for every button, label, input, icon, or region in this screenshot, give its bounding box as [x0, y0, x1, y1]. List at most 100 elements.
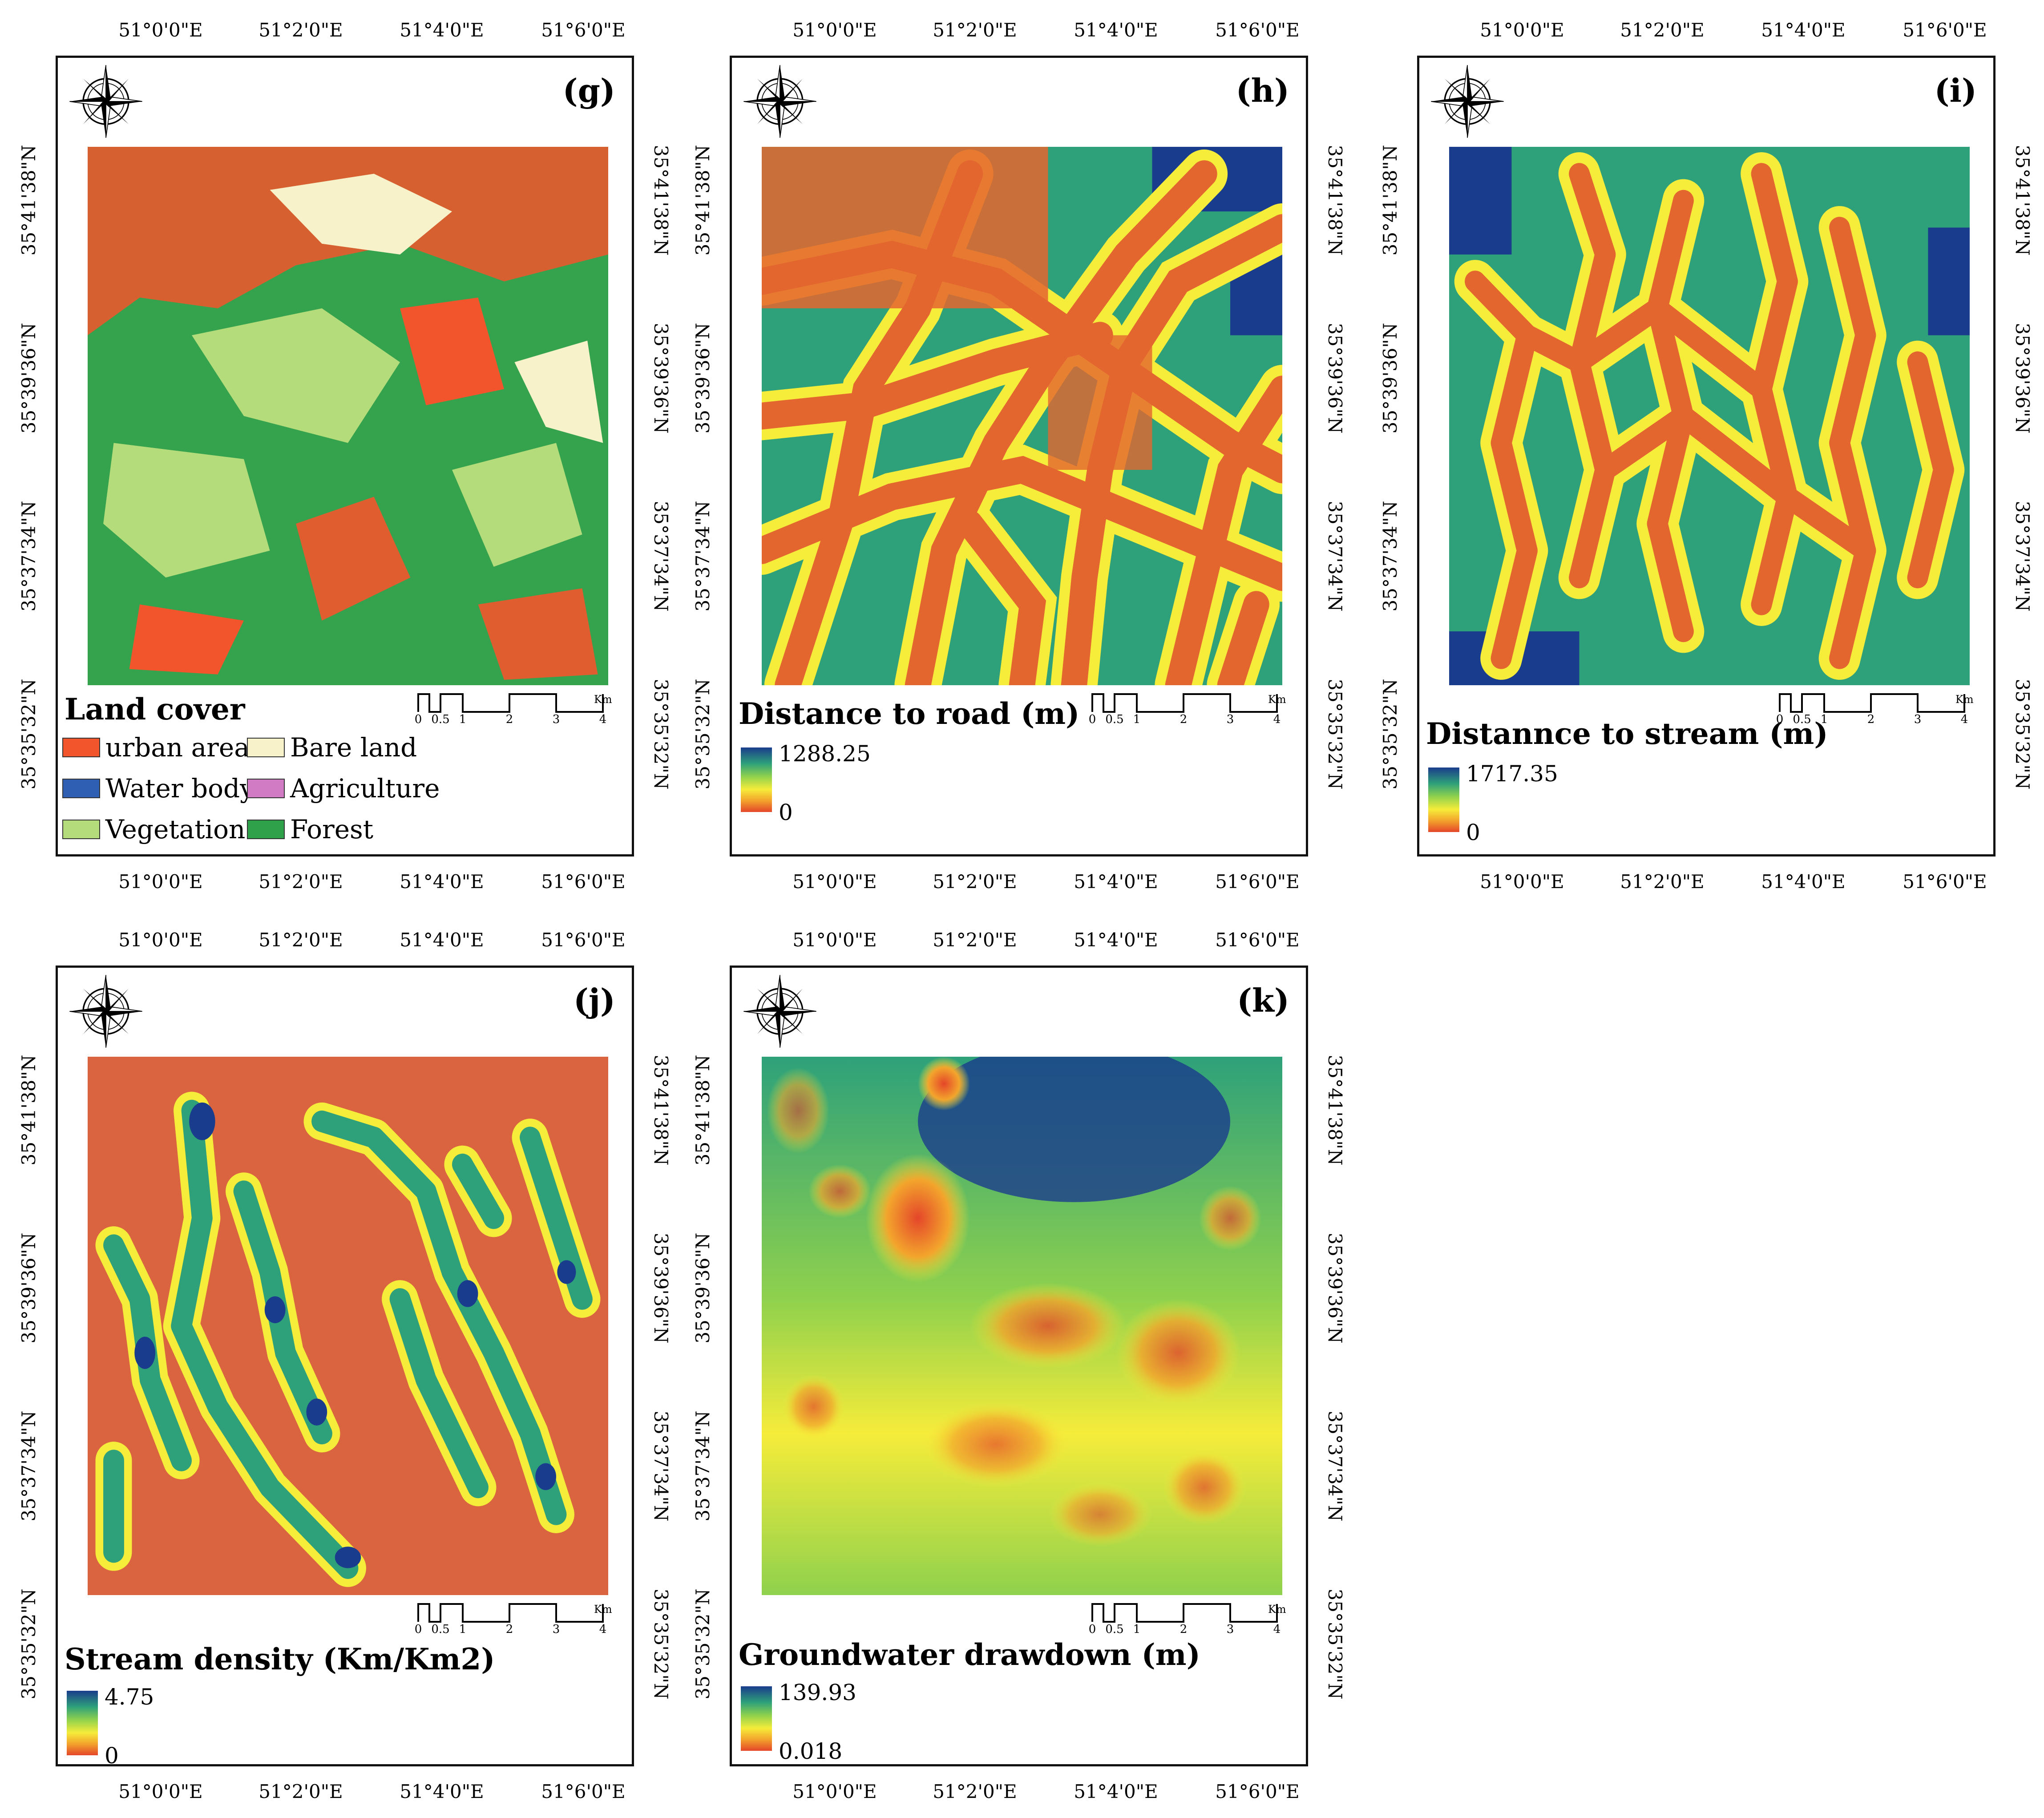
scale-tick: 3: [552, 713, 560, 726]
scale-tick: 4: [1273, 1623, 1281, 1636]
lat-label: 35°41'38"N: [692, 145, 714, 256]
ramp-max-label: 1288.25: [779, 741, 871, 767]
color-ramp: [741, 1686, 772, 1751]
lon-label: 51°4'0"E: [400, 929, 484, 951]
ramp-min-label: 0.018: [779, 1738, 843, 1764]
lat-label: 35°35'32"N: [1324, 1588, 1346, 1700]
legend-label: Agriculture: [290, 773, 440, 804]
lat-label: 35°39'36"N: [1324, 323, 1346, 434]
lat-label: 35°35'32"N: [18, 1588, 40, 1700]
lon-label: 51°0'0"E: [792, 929, 877, 951]
scale-tick: 0.5: [1793, 713, 1811, 726]
scale-tick: 2: [1180, 713, 1188, 726]
lat-label: 35°41'38"N: [650, 1054, 672, 1166]
panel-letter: (k): [1236, 982, 1289, 1019]
scale-tick: 2: [505, 1623, 513, 1636]
panel-letter: (g): [562, 72, 615, 109]
lon-label: 51°4'0"E: [1074, 19, 1158, 41]
scale-tick: 0: [1776, 713, 1784, 726]
lat-label: 35°39'36"N: [18, 1232, 40, 1344]
legend-label: urban areas: [105, 732, 263, 763]
legend-title: Land cover: [65, 692, 245, 727]
lon-label: 51°2'0"E: [259, 19, 343, 41]
stream-density-map: [88, 1057, 608, 1595]
compass-rose-icon: [743, 65, 816, 138]
lon-label: 51°6'0"E: [1215, 1781, 1300, 1802]
scale-tick: 0: [414, 1623, 422, 1636]
scale-unit: Km: [594, 693, 612, 706]
lat-label: 35°35'32"N: [650, 679, 672, 790]
scale-tick: 1: [1820, 713, 1828, 726]
scale-tick: 0.5: [431, 1623, 450, 1636]
lon-label: 51°2'0"E: [933, 871, 1017, 893]
land-cover-map: [88, 147, 608, 685]
lon-label: 51°2'0"E: [933, 1781, 1017, 1802]
map-frame: [1417, 56, 1996, 856]
scale-unit: Km: [594, 1603, 612, 1616]
lat-label: 35°35'32"N: [692, 1588, 714, 1700]
legend-item-agriculture: Agriculture: [247, 773, 440, 804]
distance-to-road-map: [762, 147, 1282, 685]
lon-label: 51°2'0"E: [1620, 871, 1705, 893]
lat-label: 35°41'38"N: [1379, 145, 1401, 256]
lon-label: 51°6'0"E: [1215, 871, 1300, 893]
map-panel-i: 51°0'0"E 51°2'0"E 51°4'0"E 51°6'0"E 51°0…: [1379, 21, 2033, 891]
lat-label: 35°39'36"N: [650, 1232, 672, 1344]
lon-label: 51°0'0"E: [792, 871, 877, 893]
scale-tick: 2: [1180, 1623, 1188, 1636]
map-frame: [730, 966, 1308, 1766]
lon-label: 51°2'0"E: [259, 871, 343, 893]
scale-tick: 1: [459, 713, 467, 726]
scale-tick: 4: [1273, 713, 1281, 726]
scale-bar: 0 0.5 1 2 3 4 Km: [1089, 690, 1286, 730]
panel-letter: (j): [573, 982, 615, 1019]
lat-label: 35°37'34"N: [692, 1410, 714, 1522]
lat-label: 35°35'32"N: [18, 679, 40, 790]
legend-label: Forest: [290, 814, 374, 844]
legend-swatch: [247, 779, 285, 798]
legend-swatch: [247, 820, 285, 839]
map-panel-h: 51°0'0"E 51°2'0"E 51°4'0"E 51°6'0"E 51°0…: [692, 21, 1346, 891]
scale-tick: 4: [1960, 713, 1968, 726]
scale-tick: 2: [505, 713, 513, 726]
lon-label: 51°2'0"E: [933, 19, 1017, 41]
lat-label: 35°39'36"N: [2012, 323, 2033, 434]
lat-label: 35°39'36"N: [692, 1232, 714, 1344]
ramp-min-label: 0: [779, 800, 793, 825]
legend-item-forest: Forest: [247, 814, 374, 844]
scale-bar: 0 0.5 1 2 3 4 Km: [414, 1600, 612, 1640]
compass-rose-icon: [1431, 65, 1504, 138]
color-ramp: [67, 1691, 98, 1755]
lat-label: 35°35'32"N: [2012, 679, 2033, 790]
lon-label: 51°6'0"E: [541, 871, 626, 893]
scale-tick: 3: [1914, 713, 1922, 726]
lon-label: 51°4'0"E: [1074, 871, 1158, 893]
legend-item-vegetation: Vegetation: [62, 814, 245, 844]
lon-label: 51°6'0"E: [1215, 929, 1300, 951]
scale-tick: 3: [1226, 1623, 1234, 1636]
lon-label: 51°4'0"E: [400, 19, 484, 41]
lat-label: 35°37'34"N: [18, 1410, 40, 1522]
lat-label: 35°41'38"N: [1324, 145, 1346, 256]
layer-title: Distance to road (m): [739, 696, 1080, 731]
color-ramp: [741, 747, 772, 812]
lat-label: 35°37'34"N: [692, 501, 714, 612]
ramp-max-label: 1717.35: [1466, 761, 1558, 787]
lat-label: 35°37'34"N: [2012, 501, 2033, 612]
lon-label: 51°4'0"E: [400, 1781, 484, 1802]
lon-label: 51°0'0"E: [1480, 871, 1564, 893]
legend-swatch: [247, 738, 285, 757]
scale-unit: Km: [1268, 1603, 1286, 1616]
lat-label: 35°39'36"N: [1324, 1232, 1346, 1344]
lat-label: 35°35'32"N: [692, 679, 714, 790]
scale-tick: 0: [414, 713, 422, 726]
lat-label: 35°37'34"N: [1324, 501, 1346, 612]
layer-title: Distannce to stream (m): [1426, 716, 1828, 751]
lon-label: 51°2'0"E: [933, 929, 1017, 951]
distance-to-stream-map: [1449, 147, 1970, 685]
map-panel-j: 51°0'0"E 51°2'0"E 51°4'0"E 51°6'0"E 51°0…: [18, 931, 672, 1801]
scale-bar: 0 0.5 1 2 3 4 Km: [1776, 690, 1974, 730]
legend-item-water-body: Water body: [62, 773, 254, 804]
legend-item-bare-land: Bare land: [247, 732, 417, 763]
lon-label: 51°0'0"E: [792, 1781, 877, 1802]
